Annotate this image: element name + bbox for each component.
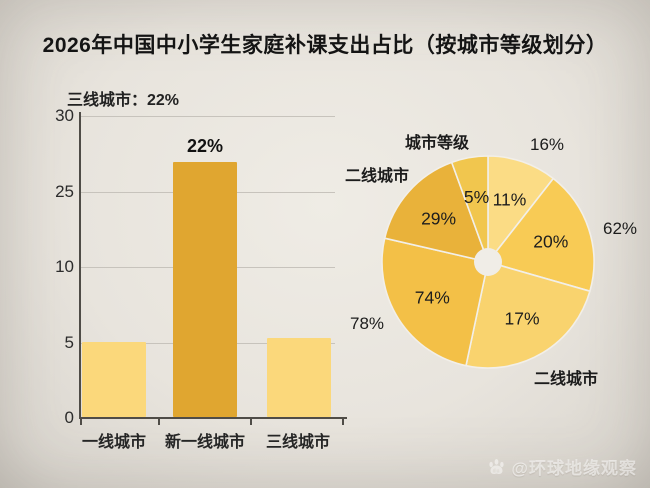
pie-slice <box>383 161 489 263</box>
watermark: du @环球地缘观察 <box>487 454 637 479</box>
pie-outer-label: 16% <box>529 135 565 154</box>
x-tick-mark <box>342 419 344 425</box>
x-tick-mark <box>250 419 252 425</box>
bar <box>82 342 146 417</box>
chart-title: 2026年中国中小学生家庭补课支出占比（按城市等级划分） <box>42 34 608 57</box>
pie-outer-label: 78% <box>349 314 385 333</box>
pie-slice-label: 20% <box>533 232 568 252</box>
y-tick-label: 0 <box>64 408 74 427</box>
bar-data-label: 22% <box>186 136 224 156</box>
y-tick-label: 30 <box>55 106 74 125</box>
pie-slice-label: 29% <box>421 208 456 228</box>
baidu-paw-icon: du <box>489 459 505 475</box>
pie-outer-label: 二线城市 <box>533 371 599 388</box>
pie-slice <box>487 155 555 263</box>
y-tick-label: 5 <box>64 333 74 352</box>
pie-slice <box>450 155 489 263</box>
x-tick-mark <box>158 419 160 425</box>
donut-hole <box>474 248 502 276</box>
pie-outer-label: 62% <box>602 219 638 238</box>
x-tick-mark <box>80 419 82 425</box>
pie-outer-label: 城市等级 <box>404 135 470 152</box>
watermark-text: @环球地缘观察 <box>511 459 637 478</box>
pie-outer-label: 二线城市 <box>344 168 410 185</box>
gridline <box>81 116 335 117</box>
pie-slice-label: 74% <box>415 288 450 308</box>
svg-text:du: du <box>493 468 500 474</box>
pie-slice-label: 11% <box>493 190 527 210</box>
bar <box>173 162 237 417</box>
pie-slice <box>465 261 591 369</box>
y-axis <box>79 112 81 419</box>
bar-annotation: 三线城市：22% <box>67 92 180 109</box>
pie-slice-label: 17% <box>504 309 539 329</box>
pie-slice <box>381 237 489 367</box>
x-category-label: 一线城市 <box>81 434 146 451</box>
x-category-label: 三线城市 <box>265 434 330 451</box>
y-tick-label: 10 <box>55 257 74 276</box>
bar <box>267 338 331 417</box>
y-tick-label: 25 <box>55 182 74 201</box>
pie-slice <box>487 177 595 292</box>
x-category-label: 新一线城市 <box>164 434 245 451</box>
pie-slice-label: 5% <box>464 187 489 207</box>
x-axis <box>79 417 347 419</box>
